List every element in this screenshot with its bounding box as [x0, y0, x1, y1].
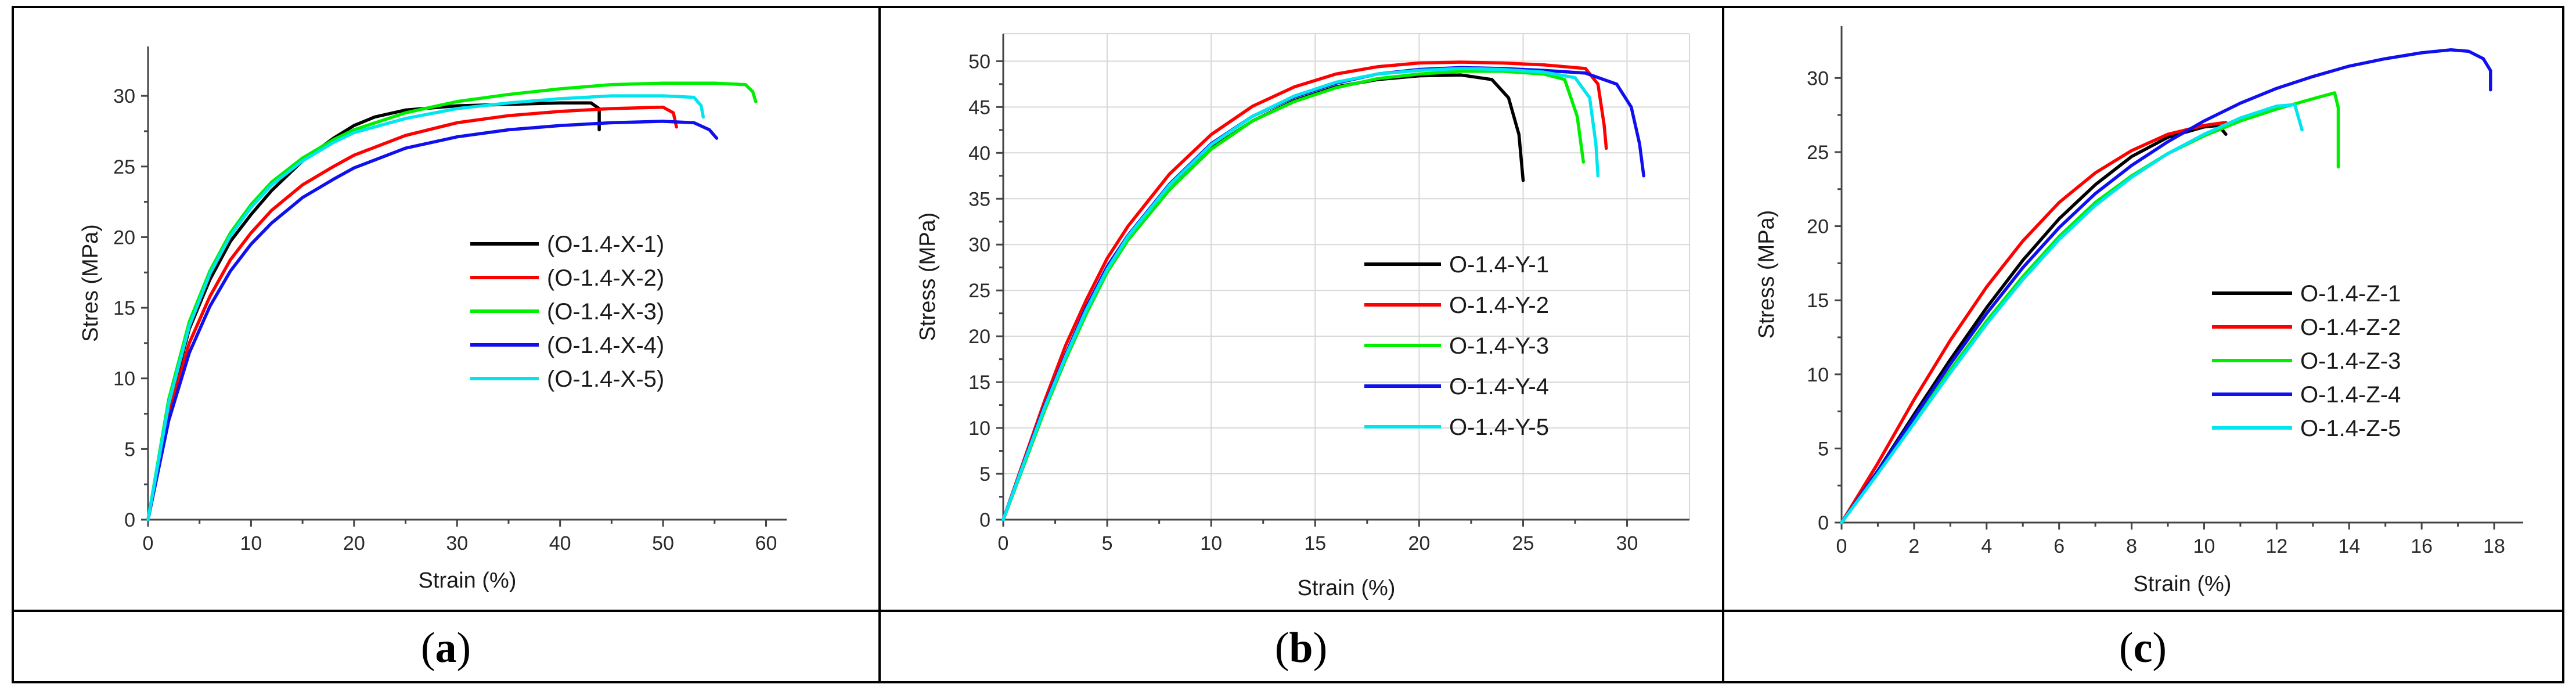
x-tick-label: 12	[2265, 535, 2287, 557]
caption-close: )	[1313, 624, 1328, 672]
y-tick-label: 50	[968, 51, 990, 73]
caption-c: (c)	[2119, 624, 2167, 672]
y-tick-label: 15	[1807, 290, 1829, 312]
series-line	[146, 120, 719, 521]
y-tick-label: 25	[1807, 142, 1829, 164]
x-tick-label: 20	[1408, 532, 1430, 554]
caption-b: (b)	[1275, 624, 1327, 672]
legend-label: O-1.4-Z-5	[2300, 416, 2401, 441]
panel-a: 0 10 20 30 40 50 60 0 5 10 15 20 25 30 Strain (%) Stres…	[78, 46, 787, 593]
y-tick-label: 25	[968, 280, 990, 302]
y-tick-label: 5	[979, 463, 990, 485]
legend-label: O-1.4-Z-3	[2300, 348, 2401, 374]
panel-c: 0 2 4 6 8 10 12 14 16 18 0 5 10 15 20 25 30 Strain (%) Str…	[1754, 26, 2523, 596]
x-tick-label: 18	[2483, 535, 2505, 557]
y-tick-label: 35	[968, 188, 990, 210]
x-tick-label: 50	[652, 532, 674, 554]
x-tick-label: 10	[240, 532, 262, 554]
legend-label: O-1.4-Y-2	[1449, 293, 1549, 318]
y-axis-title: Stress (MPa)	[916, 213, 940, 341]
x-tick-label: 30	[446, 532, 468, 554]
x-tick-label: 16	[2411, 535, 2433, 557]
y-tick-label: 20	[968, 326, 990, 348]
legend-label: (O-1.4-X-2)	[547, 265, 664, 291]
x-tick-label: 10	[1200, 532, 1222, 554]
caption-a: (a)	[421, 624, 471, 672]
series-line	[1001, 67, 1600, 521]
caption-letter: c	[2134, 624, 2153, 672]
y-tick-label: 15	[113, 297, 135, 319]
series-line	[146, 105, 678, 521]
x-tick-label: 0	[1836, 535, 1847, 557]
y-tick-label: 10	[968, 417, 990, 440]
x-tick-label: 20	[343, 532, 365, 554]
y-tick-label: 5	[124, 438, 135, 460]
series-line	[1840, 48, 2492, 524]
x-tick-label: 60	[755, 532, 777, 554]
legend-label: O-1.4-Y-5	[1449, 415, 1549, 440]
series-line	[146, 94, 705, 521]
series-line	[1840, 121, 2228, 524]
y-tick-label: 20	[1807, 216, 1829, 238]
panel-b: 0 5 10 15 20 25 30 0 5 10 15 20 25 30 35 40 45 50 Strain (…	[916, 33, 1690, 600]
figure-frame	[12, 6, 2564, 683]
y-tick-label: 10	[1807, 364, 1829, 386]
legend-label: O-1.4-Z-4	[2300, 382, 2401, 408]
y-tick-label: 25	[113, 156, 135, 178]
y-tick-label: 45	[968, 96, 990, 118]
caption-open: (	[2119, 624, 2134, 672]
x-tick-label: 6	[2053, 535, 2065, 557]
y-tick-label: 5	[1818, 438, 1829, 460]
caption-close: )	[2152, 624, 2167, 672]
y-tick-label: 15	[968, 372, 990, 394]
series-line	[146, 101, 601, 521]
x-tick-label: 2	[1908, 535, 1919, 557]
x-tick-label: 40	[549, 532, 571, 554]
legend-label: (O-1.4-X-1)	[547, 232, 664, 257]
x-tick-label: 25	[1512, 532, 1534, 554]
legend-label: (O-1.4-X-5)	[547, 366, 664, 392]
caption-close: )	[457, 624, 471, 672]
x-axis-title: Strain (%)	[419, 568, 517, 593]
y-tick-label: 30	[113, 85, 135, 107]
x-tick-label: 10	[2193, 535, 2215, 557]
x-tick-label: 0	[998, 532, 1009, 554]
caption-letter: a	[435, 624, 457, 672]
x-tick-label: 5	[1102, 532, 1113, 554]
caption-open: (	[421, 624, 435, 672]
y-tick-label: 20	[113, 226, 135, 249]
legend-label: (O-1.4-X-3)	[547, 299, 664, 325]
series-line	[1840, 103, 2304, 524]
x-tick-label: 0	[143, 532, 154, 554]
y-tick-label: 30	[1807, 67, 1829, 89]
y-tick-label: 0	[1818, 512, 1829, 534]
x-tick-label: 15	[1304, 532, 1326, 554]
y-tick-label: 0	[979, 509, 990, 531]
y-axis-title: Stres (MPa)	[78, 224, 103, 342]
x-tick-label: 8	[2126, 535, 2137, 557]
legend-label: O-1.4-Y-1	[1449, 252, 1549, 278]
y-tick-label: 30	[968, 234, 990, 256]
x-axis-title: Strain (%)	[2134, 572, 2232, 596]
y-axis-title: Stress (MPa)	[1754, 210, 1779, 339]
legend-label: O-1.4-Z-2	[2300, 315, 2401, 340]
y-tick-label: 0	[124, 509, 135, 531]
caption-open: (	[1275, 624, 1289, 672]
legend-label: O-1.4-Y-4	[1449, 374, 1549, 399]
x-tick-label: 14	[2338, 535, 2360, 557]
y-tick-label: 40	[968, 142, 990, 164]
caption-letter: b	[1289, 624, 1313, 672]
x-axis-title: Strain (%)	[1298, 576, 1396, 600]
y-tick-label: 10	[113, 368, 135, 390]
x-tick-label: 30	[1616, 532, 1638, 554]
series-line	[1001, 60, 1608, 521]
x-tick-label: 4	[1981, 535, 1992, 557]
legend-label: O-1.4-Y-3	[1449, 333, 1549, 359]
legend-label: (O-1.4-X-4)	[547, 333, 664, 358]
series-line	[1840, 124, 2228, 524]
legend-label: O-1.4-Z-1	[2300, 281, 2401, 307]
